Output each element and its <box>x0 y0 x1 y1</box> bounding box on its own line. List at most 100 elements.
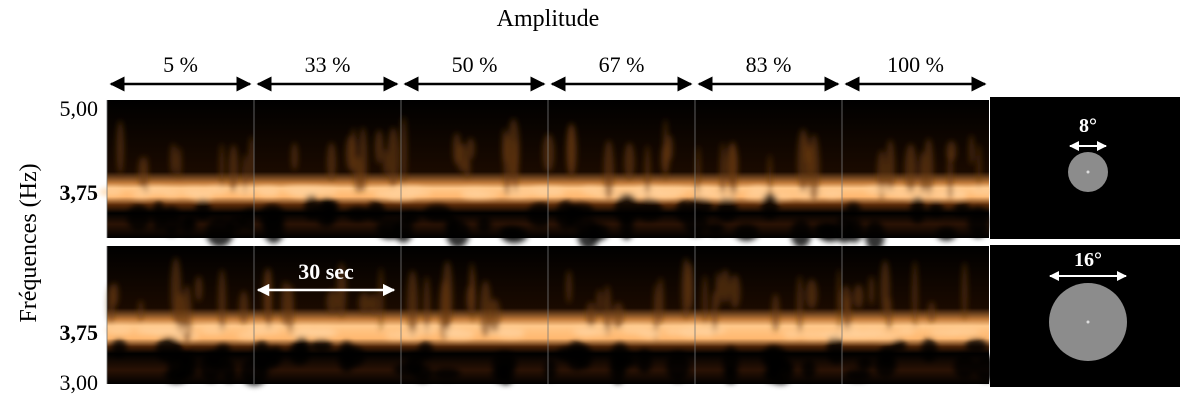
blob <box>218 269 226 334</box>
blob <box>711 290 718 335</box>
blob <box>107 284 116 324</box>
blob <box>928 202 944 217</box>
blob <box>702 275 708 325</box>
annotation: 30 sec <box>298 259 354 284</box>
blob <box>614 193 640 225</box>
fixation <box>1086 320 1090 324</box>
blob <box>837 268 842 332</box>
blob <box>961 261 968 321</box>
blob <box>947 149 953 202</box>
blob <box>657 277 664 325</box>
blob <box>656 187 687 196</box>
blob <box>953 202 971 216</box>
blob <box>857 356 873 370</box>
blob <box>392 186 414 195</box>
blob <box>661 143 670 174</box>
texture <box>105 257 262 384</box>
blob <box>265 267 273 329</box>
blob <box>153 326 190 335</box>
blob <box>398 330 421 339</box>
blob <box>687 327 721 336</box>
blob <box>304 193 319 221</box>
blob <box>206 350 231 369</box>
blob <box>726 143 739 185</box>
title: Amplitude <box>497 6 600 32</box>
blob <box>880 260 890 316</box>
blob <box>423 276 430 337</box>
blob <box>287 284 294 335</box>
blob <box>138 156 146 189</box>
blob <box>98 187 123 196</box>
blob <box>378 267 384 332</box>
blob <box>300 328 335 337</box>
blob <box>826 334 847 365</box>
blob <box>556 346 580 361</box>
blob <box>587 222 609 241</box>
blob <box>706 222 725 235</box>
overlay: 30 sec <box>256 259 396 297</box>
blob <box>195 199 211 221</box>
blob <box>315 198 338 228</box>
blob <box>412 364 433 382</box>
blob <box>327 142 336 182</box>
texture <box>98 120 266 248</box>
blob <box>840 326 862 335</box>
blob <box>444 214 459 236</box>
blob <box>936 226 957 241</box>
blob <box>479 280 492 337</box>
blob <box>374 129 384 164</box>
blob <box>596 289 603 315</box>
blob <box>683 210 708 236</box>
texture <box>387 116 554 248</box>
blob <box>491 365 506 382</box>
blob <box>976 143 982 188</box>
blob <box>367 201 385 222</box>
blob <box>542 133 555 172</box>
blob <box>504 189 532 198</box>
blob <box>729 274 741 309</box>
column-label: 67 % <box>599 52 645 77</box>
blob <box>347 206 369 222</box>
blob <box>878 345 896 368</box>
blob <box>417 326 437 335</box>
blob <box>345 135 356 171</box>
blob <box>161 206 181 236</box>
blob <box>868 275 875 306</box>
blob <box>865 186 896 195</box>
blob <box>886 139 895 195</box>
blob <box>176 146 182 179</box>
blob <box>853 284 864 309</box>
blob <box>803 134 808 164</box>
blob <box>790 218 812 248</box>
blob <box>452 132 461 165</box>
blob <box>919 151 926 195</box>
blob <box>184 188 203 197</box>
blob <box>175 291 186 335</box>
blob <box>433 367 461 380</box>
blob <box>293 336 310 359</box>
blob <box>310 339 333 354</box>
blob <box>353 156 363 194</box>
blob <box>771 293 780 332</box>
blob <box>291 142 298 171</box>
blob <box>930 328 962 337</box>
blob <box>116 120 124 175</box>
blob <box>502 128 508 165</box>
blob <box>636 198 663 222</box>
blob <box>666 351 690 382</box>
blob <box>603 285 612 337</box>
blob <box>164 368 187 384</box>
texture <box>393 260 525 385</box>
blob <box>527 202 554 228</box>
blob <box>796 275 803 335</box>
texture <box>240 262 405 386</box>
blob <box>719 142 726 208</box>
column-label: 83 % <box>746 52 792 77</box>
blob <box>111 339 127 358</box>
blob <box>793 190 824 199</box>
blob <box>537 188 566 197</box>
blob <box>653 283 658 345</box>
blob <box>340 346 365 368</box>
blob <box>764 346 781 377</box>
